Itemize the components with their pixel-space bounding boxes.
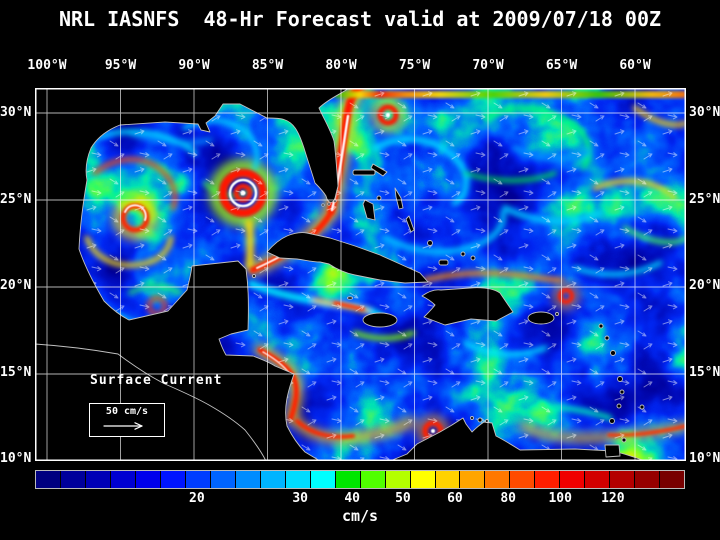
- land-puerto-rico: [527, 311, 555, 325]
- colorbar-segment: [485, 471, 510, 488]
- vector-scale-label: 50 cm/s: [105, 406, 149, 417]
- lat-tick-label-left: 15°N: [0, 365, 32, 380]
- bahamas-islands: [352, 163, 476, 266]
- colorbar: [35, 470, 685, 489]
- surface-current-label: Surface Current: [90, 373, 223, 388]
- scale-arrow-icon: [103, 422, 143, 430]
- lat-tick-label-left: 25°N: [0, 192, 32, 207]
- lon-tick-label: 70°W: [472, 58, 504, 73]
- lat-tick-label-left: 30°N: [0, 105, 32, 120]
- surface-current-map: [35, 88, 686, 461]
- lon-tick-label: 60°W: [619, 58, 651, 73]
- colorbar-segment: [335, 471, 360, 488]
- colorbar-tick-label: 30: [292, 491, 309, 506]
- colorbar-segment: [110, 471, 135, 488]
- lon-tick-label: 90°W: [178, 58, 210, 73]
- colorbar-tick-label: 50: [395, 491, 411, 506]
- colorbar-segment: [360, 471, 385, 488]
- lon-tick-label: 85°W: [251, 58, 284, 73]
- colorbar-segment: [610, 471, 635, 488]
- lon-tick-label: 95°W: [104, 58, 137, 73]
- lesser-antilles-islands: [555, 312, 645, 458]
- lat-tick-label-right: 10°N: [689, 451, 720, 466]
- colorbar-segment: [60, 471, 85, 488]
- land-trinidad: [604, 444, 621, 458]
- colorbar-segment: [135, 471, 160, 488]
- colorbar-tick-label: 40: [344, 491, 361, 506]
- lat-tick-label-right: 20°N: [689, 278, 720, 293]
- colorbar-segment: [410, 471, 435, 488]
- colorbar-segment: [285, 471, 310, 488]
- colorbar-segment: [460, 471, 485, 488]
- lon-tick-label: 80°W: [325, 58, 357, 73]
- land-jamaica: [362, 312, 398, 328]
- grid-lines: [35, 88, 686, 461]
- plot-title: NRL IASNFS 48-Hr Forecast valid at 2009/…: [58, 7, 662, 31]
- colorbar-segment: [36, 471, 60, 488]
- lat-tick-label-left: 20°N: [0, 278, 32, 293]
- lat-tick-label-right: 25°N: [689, 192, 720, 207]
- colorbar-tick-label: 120: [601, 491, 625, 506]
- colorbar-segment: [310, 471, 335, 488]
- colorbar-ticks: 20 30 40 50 60 80 100 120: [35, 491, 685, 506]
- colorbar-units-label: cm/s: [341, 507, 379, 525]
- lon-tick-label: 100°W: [27, 58, 67, 73]
- colorbar-segment: [635, 471, 660, 488]
- colorbar-segment: [560, 471, 585, 488]
- colorbar-tick-label: 60: [447, 491, 463, 506]
- land-layer: [35, 88, 646, 461]
- colorbar-segment: [660, 471, 685, 488]
- colorbar-segment: [260, 471, 285, 488]
- colorbar-tick-label: 100: [548, 491, 572, 506]
- land-cuba: [266, 232, 429, 284]
- colorbar-segment: [435, 471, 460, 488]
- colorbar-segment: [185, 471, 210, 488]
- colorbar-segment: [160, 471, 185, 488]
- land-north-central-america: [35, 88, 350, 461]
- colorbar-segment: [235, 471, 260, 488]
- colorbar-segment: [85, 471, 110, 488]
- colorbar-segment: [535, 471, 560, 488]
- map-border: [35, 88, 686, 461]
- colorbar-segment: [510, 471, 535, 488]
- colorbar-tick-label: 80: [500, 491, 517, 506]
- land-hispaniola: [421, 287, 514, 326]
- vector-scale-box: 50 cm/s: [89, 403, 165, 437]
- lon-tick-label: 65°W: [545, 58, 578, 73]
- colorbar-segment: [210, 471, 235, 488]
- pacific-coastline: [35, 343, 267, 461]
- lat-tick-label-right: 15°N: [689, 365, 720, 380]
- lat-tick-label-right: 30°N: [689, 105, 720, 120]
- colorbar-tick-label: 20: [189, 491, 205, 506]
- colorbar-segment: [385, 471, 410, 488]
- lon-tick-label: 75°W: [398, 58, 431, 73]
- lat-tick-label-left: 10°N: [0, 451, 32, 466]
- colorbar-segment: [585, 471, 610, 488]
